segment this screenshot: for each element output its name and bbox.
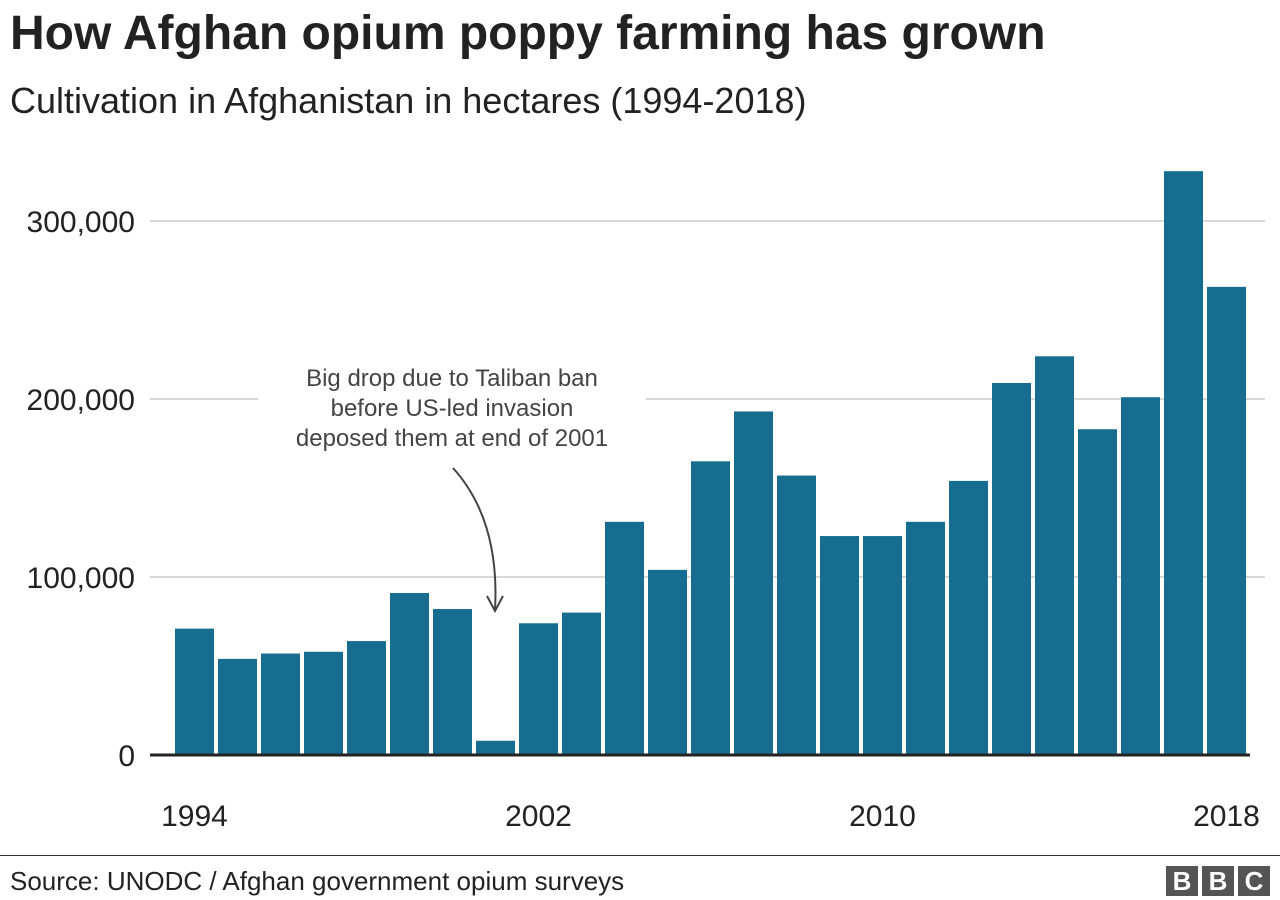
- bar-2004: [605, 521, 644, 755]
- x-tick-label: 1994: [161, 800, 228, 833]
- bar-2018: [1207, 286, 1246, 755]
- y-tick-label: 0: [118, 740, 135, 773]
- bar-2015: [1078, 429, 1117, 755]
- bar-2010: [863, 536, 902, 755]
- bar-2016: [1121, 397, 1160, 755]
- bar-2003: [562, 612, 601, 755]
- bar-2009: [820, 536, 859, 755]
- y-tick-label: 200,000: [27, 384, 135, 417]
- bar-2001: [476, 740, 515, 755]
- bar-1995: [218, 658, 257, 755]
- footer-divider: [0, 855, 1280, 856]
- bar-1997: [304, 651, 343, 755]
- bar-2000: [433, 609, 472, 755]
- annotation-arrow: [452, 467, 497, 611]
- bbc-logo-b2: B: [1202, 866, 1234, 896]
- bar-1998: [347, 641, 386, 755]
- chart-title: How Afghan opium poppy farming has grown: [10, 7, 1046, 60]
- bar-2006: [691, 461, 730, 755]
- y-tick-label: 100,000: [27, 562, 135, 595]
- bar-2012: [949, 480, 988, 755]
- bar-2002: [519, 623, 558, 755]
- annotation-text: deposed them at end of 2001: [296, 425, 608, 452]
- x-tick-label: 2010: [849, 800, 916, 833]
- bar-2007: [734, 411, 773, 755]
- bar-2013: [992, 382, 1031, 755]
- bar-1999: [390, 593, 429, 755]
- arrowhead-icon: [486, 595, 504, 614]
- annotation-text: Big drop due to Taliban ban: [306, 365, 598, 392]
- bbc-logo-c: C: [1238, 866, 1270, 896]
- bar-2017: [1164, 171, 1203, 755]
- bar-chart: 0 100,000 200,000 300,000 1994 2002 2010 2018 Bi…: [27, 171, 1265, 833]
- x-tick-label: 2002: [505, 800, 572, 833]
- annotation-text: before US-led invasion: [331, 395, 574, 422]
- bbc-logo: B B C: [1166, 866, 1270, 896]
- x-tick-label: 2018: [1193, 800, 1260, 833]
- y-tick-label: 300,000: [27, 206, 135, 239]
- bar-2008: [777, 475, 816, 755]
- source-note: Source: UNODC / Afghan government opium …: [10, 866, 625, 896]
- bar-1994: [175, 628, 214, 755]
- chart-subtitle: Cultivation in Afghanistan in hectares (…: [10, 80, 807, 121]
- bar-2014: [1035, 356, 1074, 755]
- bar-1996: [261, 653, 300, 755]
- bar-2011: [906, 521, 945, 755]
- bbc-logo-b1: B: [1166, 866, 1198, 896]
- bar-2005: [648, 569, 687, 755]
